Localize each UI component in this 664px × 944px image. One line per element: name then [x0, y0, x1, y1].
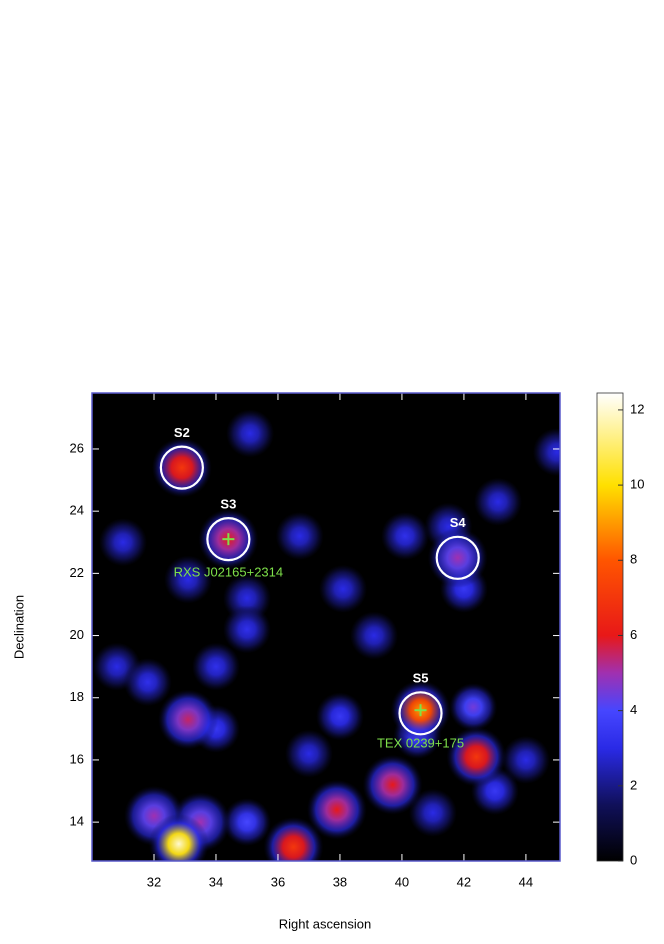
x-tick-label: 32 — [147, 874, 161, 889]
colorbar-tick-label: 12 — [630, 401, 644, 416]
y-tick-label: 16 — [70, 751, 84, 766]
heat-blob — [158, 689, 219, 750]
heat-blob — [319, 564, 368, 613]
colorbar-tick-label: 2 — [630, 777, 637, 792]
y-tick-label: 22 — [70, 565, 84, 580]
source-circle — [398, 691, 443, 736]
heat-blob — [222, 605, 271, 654]
heat-blob — [306, 779, 367, 840]
colorbar-tick-label: 6 — [630, 627, 637, 642]
counterpart-label: RXS J02165+2314 — [174, 565, 284, 580]
y-tick-label: 14 — [70, 814, 84, 829]
source-circle — [435, 535, 480, 580]
source-label: S4 — [450, 515, 467, 530]
heat-blob — [226, 409, 275, 458]
counterpart-marker — [414, 704, 427, 717]
x-tick-label: 36 — [271, 874, 285, 889]
heat-blob — [284, 729, 333, 778]
heat-blob — [474, 477, 523, 526]
plot-frame — [91, 392, 561, 862]
heat-blob — [501, 735, 550, 784]
y-axis-label: Declination — [11, 595, 26, 659]
overlay: S2 S3 S4 S5 RXS J02165+2314 TEX 0239+175 — [92, 393, 560, 861]
heat-blob — [449, 683, 498, 732]
counterpart-label: TEX 0239+175 — [377, 736, 464, 751]
heat-blob — [148, 813, 209, 861]
heat-blob — [350, 611, 399, 660]
source-label: S5 — [413, 671, 429, 686]
y-tick-label: 20 — [70, 627, 84, 642]
x-tick-label: 38 — [333, 874, 347, 889]
heat-blob — [408, 788, 457, 837]
x-tick-label: 40 — [395, 874, 409, 889]
heat-blob — [123, 658, 172, 707]
heat-blob — [362, 754, 423, 815]
counterpart-marker — [222, 533, 235, 546]
y-tick-label: 26 — [70, 440, 84, 455]
heat-blob — [164, 555, 213, 604]
heat-blob — [532, 428, 560, 477]
heatmap — [92, 409, 560, 861]
x-axis-label: Right ascension — [279, 916, 372, 931]
source-circle — [159, 445, 204, 490]
y-tick-label: 24 — [70, 503, 84, 518]
heat-blob — [263, 817, 324, 861]
colorbar — [596, 392, 624, 862]
colorbar-tick-label: 10 — [630, 477, 644, 492]
heat-blob — [381, 512, 430, 561]
source-label: S3 — [220, 497, 236, 512]
x-tick-label: 42 — [457, 874, 471, 889]
heat-blob — [191, 642, 240, 691]
source-label: S2 — [174, 425, 190, 440]
colorbar-tick-label: 0 — [630, 852, 637, 867]
colorbar-tick-label: 8 — [630, 552, 637, 567]
heat-blob — [275, 512, 324, 561]
colorbar-tick-label: 4 — [630, 702, 637, 717]
heat-blob — [315, 692, 364, 741]
heat-blob — [222, 798, 271, 847]
y-tick-label: 18 — [70, 689, 84, 704]
x-tick-label: 44 — [519, 874, 533, 889]
heat-blob — [98, 518, 147, 567]
heat-blob — [446, 726, 507, 787]
x-tick-label: 34 — [209, 874, 223, 889]
source-circle — [206, 517, 251, 562]
